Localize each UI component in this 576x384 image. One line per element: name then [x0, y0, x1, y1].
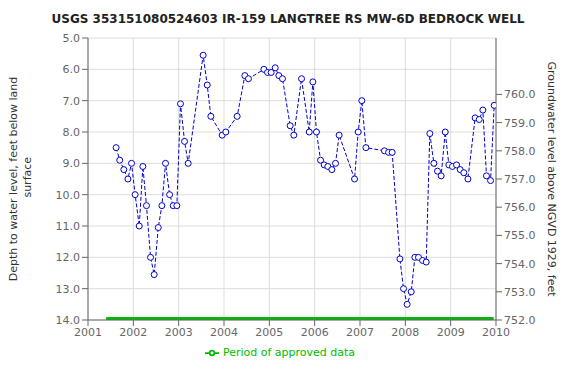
svg-text:6.0: 6.0	[63, 63, 81, 76]
svg-text:758.0: 758.0	[504, 145, 536, 158]
svg-text:2005: 2005	[255, 326, 283, 339]
svg-text:2009: 2009	[437, 326, 465, 339]
svg-text:760.0: 760.0	[504, 88, 536, 101]
svg-text:2007: 2007	[346, 326, 374, 339]
svg-text:7.0: 7.0	[63, 95, 81, 108]
svg-text:2003: 2003	[165, 326, 193, 339]
svg-text:2010: 2010	[482, 326, 510, 339]
svg-text:2006: 2006	[301, 326, 329, 339]
svg-text:2008: 2008	[391, 326, 419, 339]
svg-text:12.0: 12.0	[56, 251, 81, 264]
svg-text:10.0: 10.0	[56, 189, 81, 202]
svg-text:5.0: 5.0	[63, 32, 81, 45]
svg-text:2001: 2001	[74, 326, 102, 339]
svg-text:Groundwater level above NGVD 1: Groundwater level above NGVD 1929, feet	[545, 61, 558, 297]
html-text:Period of approved data: Period of approved data	[222, 346, 356, 359]
svg-text:756.0: 756.0	[504, 201, 536, 214]
svg-text:13.0: 13.0	[56, 283, 81, 296]
html-text:USGS 353151080524603 IR-159 LA: USGS 353151080524603 IR-159 LANGTREE RS …	[51, 12, 525, 26]
svg-text:753.0: 753.0	[504, 286, 536, 299]
svg-text:2002: 2002	[119, 326, 147, 339]
svg-text:755.0: 755.0	[504, 229, 536, 242]
svg-text:752.0: 752.0	[504, 314, 536, 327]
svg-text:9.0: 9.0	[63, 157, 81, 170]
svg-text:14.0: 14.0	[56, 314, 81, 327]
svg-text:754.0: 754.0	[504, 258, 536, 271]
svg-text:2004: 2004	[210, 326, 238, 339]
svg-text:Depth to water level, feet bel: Depth to water level, feet below land su…	[8, 77, 34, 282]
svg-text:759.0: 759.0	[504, 117, 536, 130]
svg-text:11.0: 11.0	[56, 220, 81, 233]
svg-text:8.0: 8.0	[63, 126, 81, 139]
svg-text:757.0: 757.0	[504, 173, 536, 186]
